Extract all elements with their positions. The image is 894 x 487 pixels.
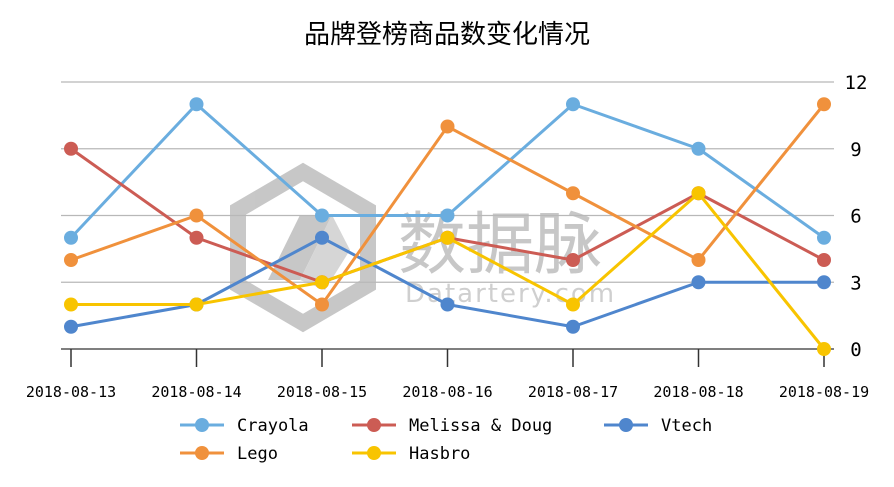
y-tick-label: 0 xyxy=(850,339,861,361)
legend-swatch-marker xyxy=(367,446,381,460)
series-hasbro xyxy=(64,186,831,356)
legend-swatch-marker xyxy=(195,418,209,432)
watermark: 数据脉 Datartery.com xyxy=(230,162,614,333)
legend-label: Melissa & Doug xyxy=(409,416,552,436)
y-tick-label: 12 xyxy=(845,72,868,94)
data-point xyxy=(566,186,580,201)
legend-item[interactable]: Lego xyxy=(180,444,278,464)
data-point xyxy=(566,97,580,112)
data-point xyxy=(566,253,580,267)
data-point xyxy=(566,319,580,334)
legend-item[interactable]: Vtech xyxy=(604,416,712,436)
data-point xyxy=(691,253,706,267)
data-point xyxy=(691,186,706,201)
legend-swatch-marker xyxy=(195,446,209,460)
data-point xyxy=(64,253,78,267)
data-point xyxy=(440,208,455,223)
data-point xyxy=(315,275,329,290)
x-tick-label: 2018-08-14 xyxy=(151,383,241,401)
series-group xyxy=(64,97,831,356)
data-point xyxy=(691,141,706,156)
watermark-main-text: 数据脉 xyxy=(398,206,602,285)
data-point xyxy=(64,297,78,312)
y-tick-label: 6 xyxy=(850,206,861,228)
legend-label: Hasbro xyxy=(409,444,470,464)
y-tick-label: 9 xyxy=(850,139,861,161)
x-tick-label: 2018-08-15 xyxy=(277,383,367,401)
legend-label: Crayola xyxy=(237,416,309,436)
y-axis: 0 3 6 9 12 xyxy=(845,72,868,361)
data-point xyxy=(315,208,329,223)
data-point xyxy=(189,208,204,223)
data-point xyxy=(189,97,204,112)
data-point xyxy=(817,342,831,356)
x-tick-label: 2018-08-18 xyxy=(653,383,743,401)
data-point xyxy=(64,319,78,334)
watermark-logo-icon xyxy=(230,162,376,333)
data-point xyxy=(64,141,78,156)
legend-item[interactable]: Hasbro xyxy=(352,444,470,464)
x-tick-label: 2018-08-13 xyxy=(26,383,116,401)
data-point xyxy=(566,297,580,312)
data-point xyxy=(817,97,831,112)
series-lego xyxy=(64,97,831,312)
data-point xyxy=(440,297,455,312)
data-point xyxy=(817,253,831,267)
data-point xyxy=(315,230,329,245)
legend-swatch-marker xyxy=(619,418,633,432)
data-point xyxy=(691,275,706,290)
x-tick-label: 2018-08-17 xyxy=(528,383,618,401)
data-point xyxy=(440,119,455,134)
x-tick-label: 2018-08-16 xyxy=(402,383,492,401)
x-axis: 2018-08-13 2018-08-14 2018-08-15 2018-08-16… xyxy=(26,349,869,401)
x-tick-label: 2018-08-19 xyxy=(779,383,869,401)
legend-label: Vtech xyxy=(661,416,712,436)
data-point xyxy=(315,297,329,312)
legend-swatch-marker xyxy=(367,418,381,432)
data-point xyxy=(817,230,831,245)
y-tick-label: 3 xyxy=(850,272,861,294)
legend: Crayola Melissa & Doug Vtech Lego Hasbro xyxy=(180,416,712,464)
legend-label: Lego xyxy=(237,444,278,464)
data-point xyxy=(189,230,204,245)
legend-item[interactable]: Crayola xyxy=(180,416,309,436)
chart-title: 品牌登榜商品数变化情况 xyxy=(303,20,590,50)
data-point xyxy=(189,297,204,312)
data-point xyxy=(440,230,455,245)
series-crayola xyxy=(64,97,831,245)
data-point xyxy=(817,275,831,290)
data-point xyxy=(64,230,78,245)
legend-item[interactable]: Melissa & Doug xyxy=(352,416,552,436)
